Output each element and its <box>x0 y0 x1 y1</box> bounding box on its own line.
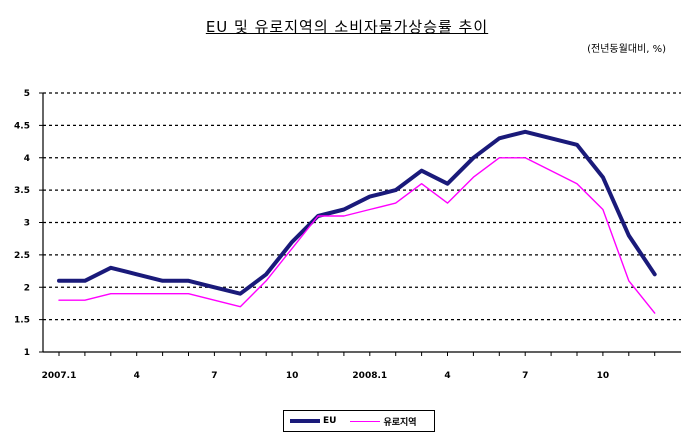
legend-label-eurozone: 유로지역 <box>383 417 417 428</box>
x-tick-label-2007.7: 7 <box>211 371 217 381</box>
legend-item-eu: EU <box>290 416 336 426</box>
y-tick-label-1: 1 <box>24 348 30 358</box>
legend-item-eurozone: 유로지역 <box>350 415 417 428</box>
series-line-eurozone <box>58 157 656 314</box>
x-tick-label-2007.10: 10 <box>286 371 299 381</box>
x-tick-label-2008.1: 2008.1 <box>352 371 387 381</box>
y-tick-label-4.5: 4.5 <box>14 121 30 131</box>
legend-swatch-eu <box>290 419 320 423</box>
x-tick-label-2008.4: 4 <box>444 371 450 381</box>
y-tick-label-5: 5 <box>24 89 30 99</box>
legend-swatch-eurozone <box>350 420 381 422</box>
legend: EU 유로지역 <box>283 410 435 432</box>
series-line-eu <box>57 129 657 296</box>
x-axis-ticks: 2007.1 4 7 10 2008.1 4 7 10 <box>42 352 656 381</box>
series-lines <box>57 129 657 314</box>
grid-lines <box>43 92 681 321</box>
legend-label-eu: EU <box>323 416 337 426</box>
x-tick-label-2008.10: 10 <box>597 371 610 381</box>
y-tick-label-1.5: 1.5 <box>14 316 30 326</box>
y-axis-ticks: 5 4.5 4 3.5 3 2.5 2 1.5 1 <box>14 89 43 358</box>
y-tick-label-3: 3 <box>24 219 30 229</box>
x-tick-label-2007.1: 2007.1 <box>42 371 77 381</box>
x-tick-label-2007.4: 4 <box>134 371 140 381</box>
y-tick-label-2: 2 <box>24 283 30 293</box>
x-tick-label-2008.7: 7 <box>522 371 528 381</box>
y-tick-label-3.5: 3.5 <box>14 186 30 196</box>
y-tick-label-4: 4 <box>24 154 30 164</box>
chart-subtitle: (전년동월대비, %) <box>587 44 666 55</box>
y-tick-label-2.5: 2.5 <box>14 251 30 261</box>
chart-title: EU 및 유로지역의 소비자물가상승률 추이 <box>205 18 489 36</box>
